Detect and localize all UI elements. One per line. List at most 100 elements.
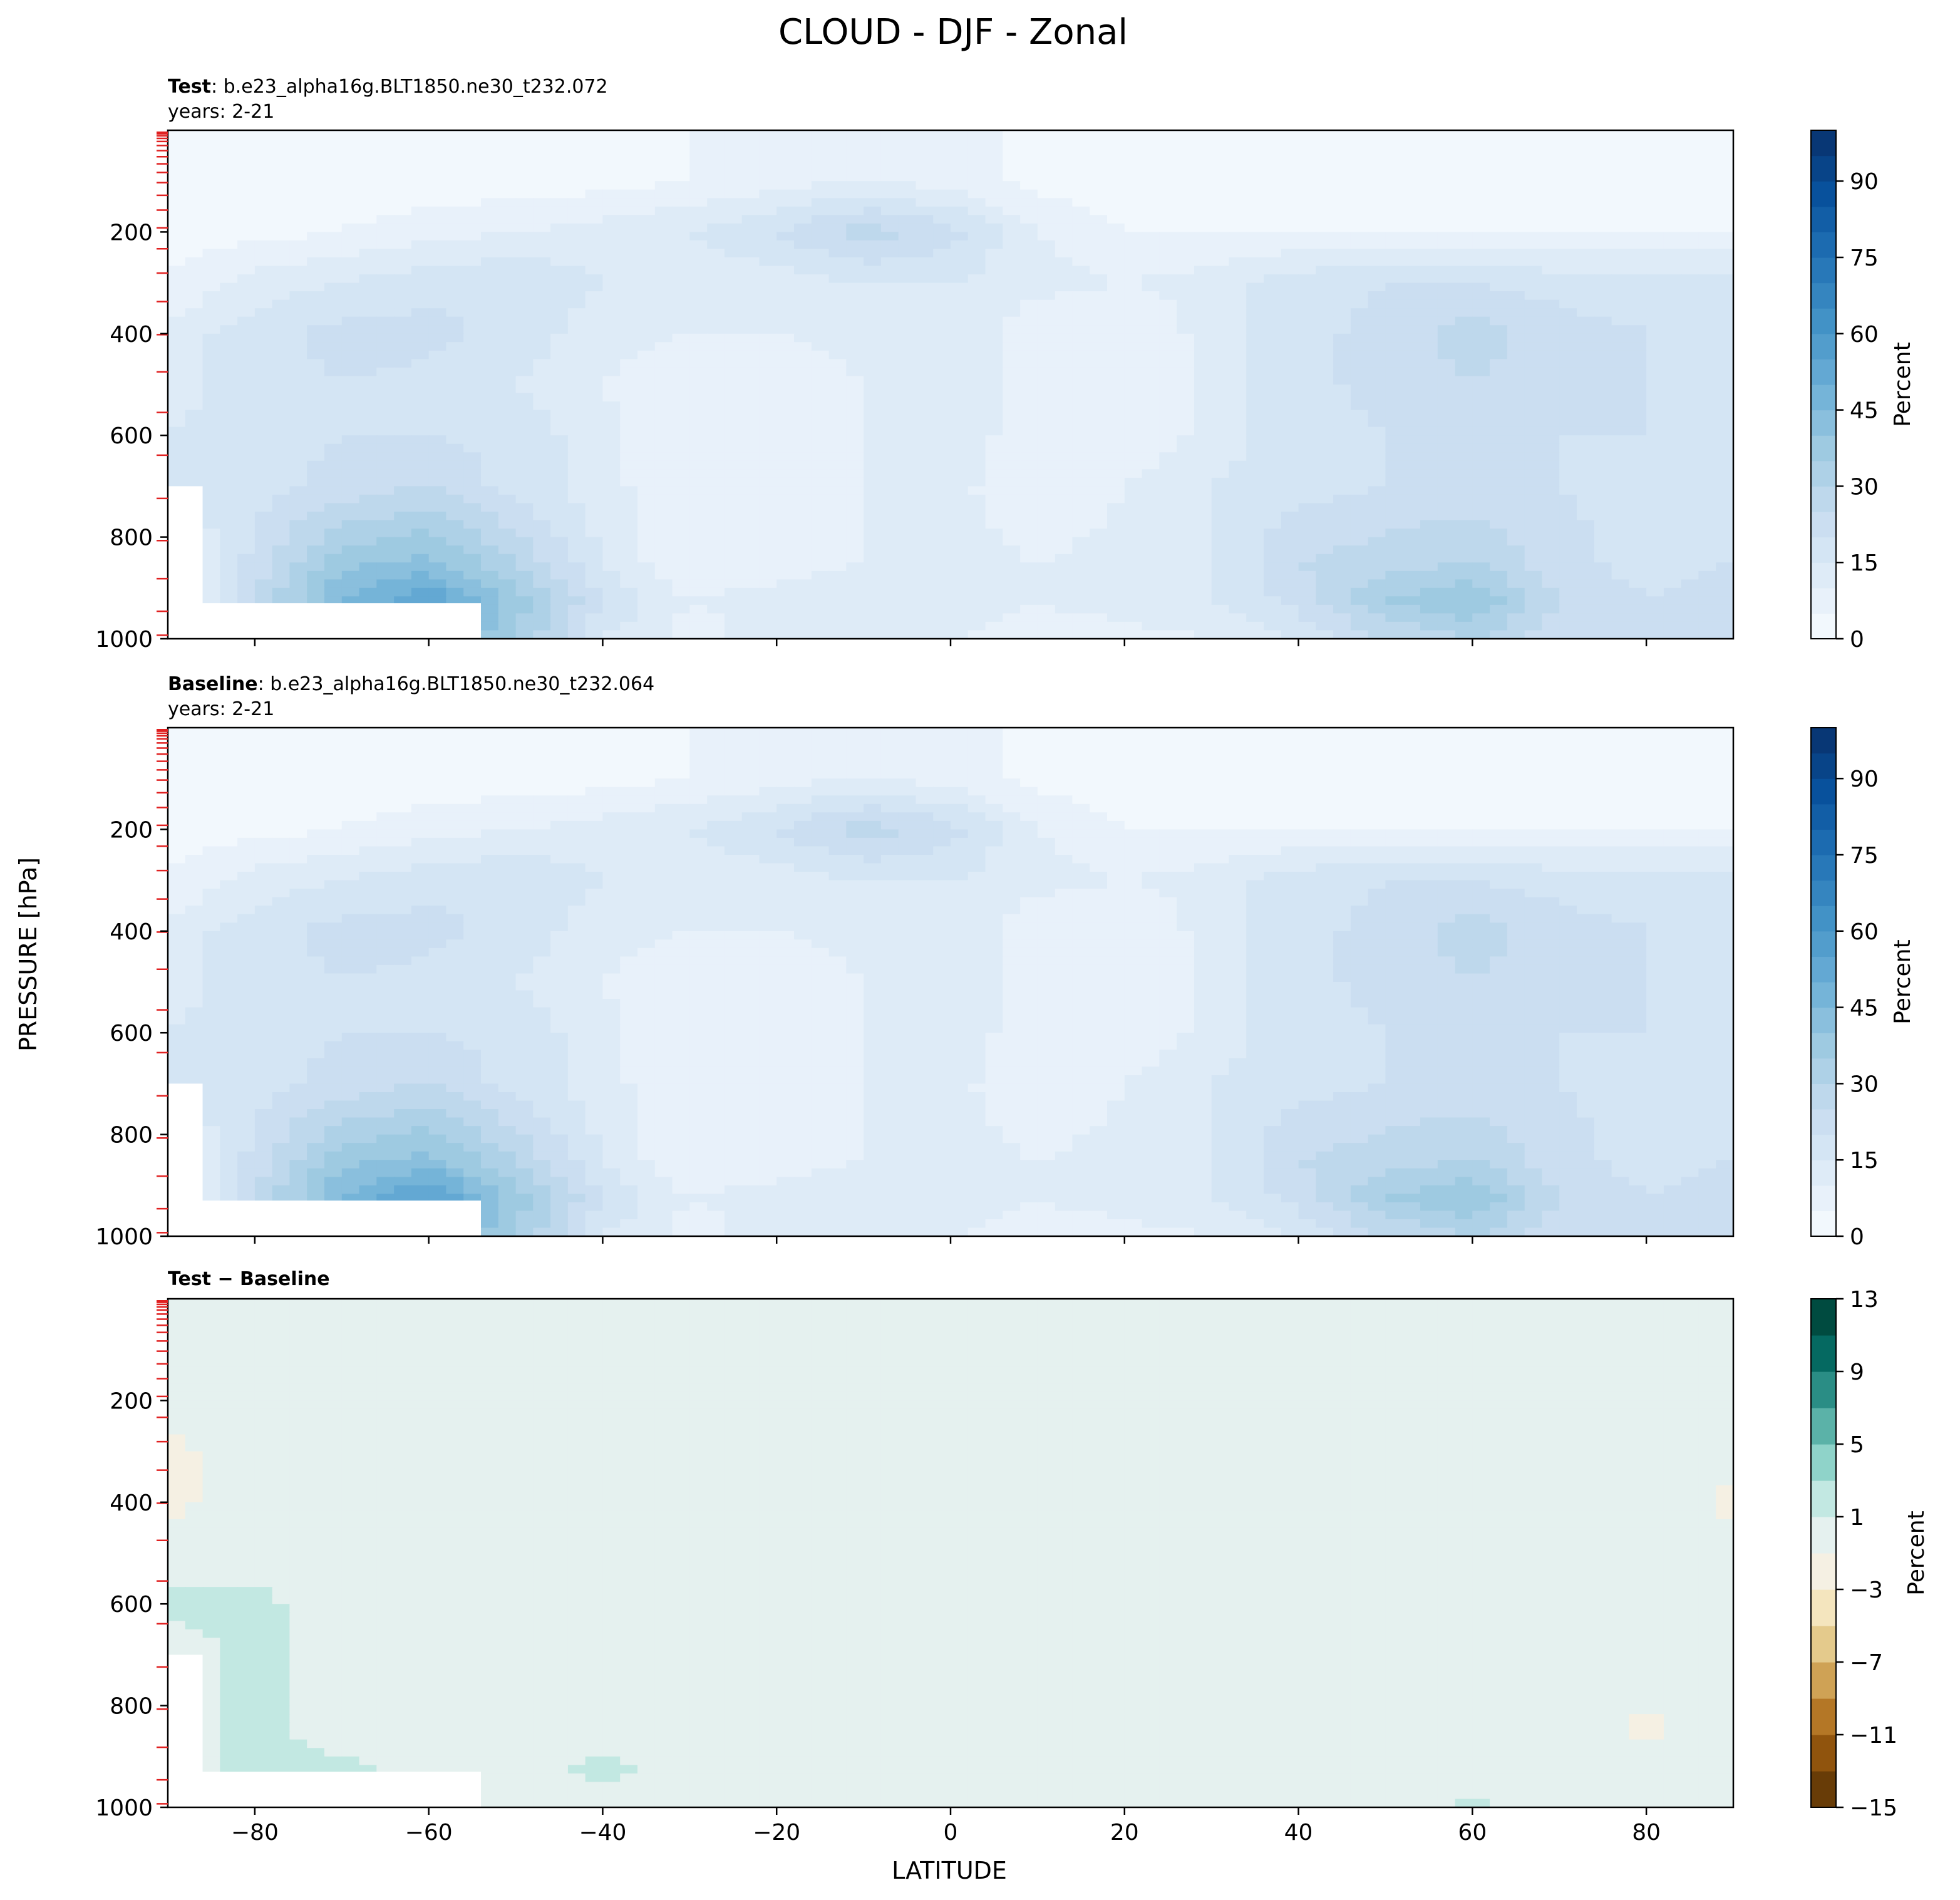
field-cell	[1003, 385, 1021, 394]
field-cell	[220, 274, 238, 284]
field-cell	[1229, 206, 1247, 216]
field-cell	[724, 579, 743, 589]
field-cell	[463, 401, 482, 411]
field-cell	[985, 554, 1004, 563]
field-cell	[898, 130, 917, 140]
field-cell	[202, 189, 221, 199]
field-cell	[811, 299, 830, 309]
field-cell	[1020, 520, 1038, 529]
field-cell	[1229, 554, 1247, 563]
field-cell	[951, 520, 969, 529]
field-cell	[1142, 512, 1160, 521]
field-cell	[1037, 520, 1056, 529]
field-cell	[1559, 215, 1577, 224]
field-cell	[620, 138, 638, 148]
field-cell	[1333, 198, 1351, 207]
field-cell	[585, 452, 604, 462]
field-cell	[1072, 130, 1090, 140]
field-cell	[533, 410, 551, 419]
field-cell	[620, 596, 638, 606]
field-cell	[376, 274, 395, 284]
field-cell	[567, 435, 586, 445]
field-cell	[1524, 443, 1543, 453]
field-cell	[324, 418, 343, 428]
field-cell	[864, 325, 882, 334]
field-cell	[168, 274, 186, 284]
field-cell	[741, 282, 760, 292]
field-cell	[1646, 249, 1664, 258]
field-cell	[446, 587, 464, 597]
field-cell	[1264, 266, 1282, 275]
field-cell	[1090, 410, 1108, 419]
field-cell	[446, 257, 464, 267]
field-cell	[1142, 545, 1160, 555]
field-cell	[1646, 342, 1664, 351]
field-cell	[794, 410, 812, 419]
field-cell	[951, 460, 969, 470]
field-cell	[1124, 130, 1143, 140]
field-cell	[428, 410, 447, 419]
field-cell	[759, 503, 777, 512]
field-cell	[1594, 520, 1612, 529]
field-cell	[916, 494, 934, 504]
field-cell	[1211, 410, 1230, 419]
field-cell	[272, 529, 291, 538]
field-cell	[880, 155, 899, 165]
field-cell	[1403, 240, 1421, 250]
field-cell	[1142, 274, 1160, 284]
field-cell	[237, 181, 255, 190]
field-cell	[272, 401, 291, 411]
field-cell	[324, 529, 343, 538]
field-cell	[1455, 443, 1473, 453]
field-cell	[1142, 147, 1160, 157]
field-cell	[220, 376, 238, 385]
field-cell	[376, 418, 395, 428]
field-cell	[1211, 266, 1230, 275]
field-cell	[1646, 452, 1664, 462]
field-cell	[1437, 520, 1456, 529]
field-cell	[620, 282, 638, 292]
field-cell	[220, 249, 238, 258]
field-cell	[307, 452, 325, 462]
field-cell	[185, 316, 204, 326]
field-cell	[741, 274, 760, 284]
field-cell	[463, 342, 482, 351]
field-cell	[880, 469, 899, 478]
field-cell	[376, 223, 395, 233]
field-cell	[359, 333, 378, 343]
field-cell	[1611, 562, 1630, 572]
field-cell	[1646, 147, 1664, 157]
field-cell	[654, 401, 673, 411]
field-cell	[1385, 266, 1403, 275]
field-cell	[916, 477, 934, 487]
field-cell	[1455, 587, 1473, 597]
field-cell	[1333, 266, 1351, 275]
field-cell	[1281, 325, 1299, 334]
field-cell	[1368, 206, 1386, 216]
field-cell	[307, 266, 325, 275]
field-cell	[1716, 443, 1734, 453]
field-cell	[1368, 486, 1386, 495]
field-cell	[1298, 469, 1317, 478]
field-cell	[289, 155, 307, 165]
field-cell	[1003, 147, 1021, 157]
field-cell	[498, 520, 517, 529]
field-cell	[1298, 138, 1317, 148]
field-cell	[1037, 443, 1056, 453]
field-cell	[446, 460, 464, 470]
field-cell	[341, 418, 360, 428]
field-cell	[463, 520, 482, 529]
field-cell	[811, 443, 830, 453]
field-cell	[1072, 537, 1090, 546]
field-cell	[220, 410, 238, 419]
field-cell	[1524, 385, 1543, 394]
field-cell	[1611, 299, 1630, 309]
field-cell	[446, 596, 464, 606]
field-cell	[1090, 460, 1108, 470]
field-cell	[1159, 257, 1177, 267]
field-cell	[1229, 198, 1247, 207]
field-cell	[1716, 401, 1734, 411]
field-cell	[654, 172, 673, 182]
field-cell	[741, 418, 760, 428]
field-cell	[602, 147, 621, 157]
